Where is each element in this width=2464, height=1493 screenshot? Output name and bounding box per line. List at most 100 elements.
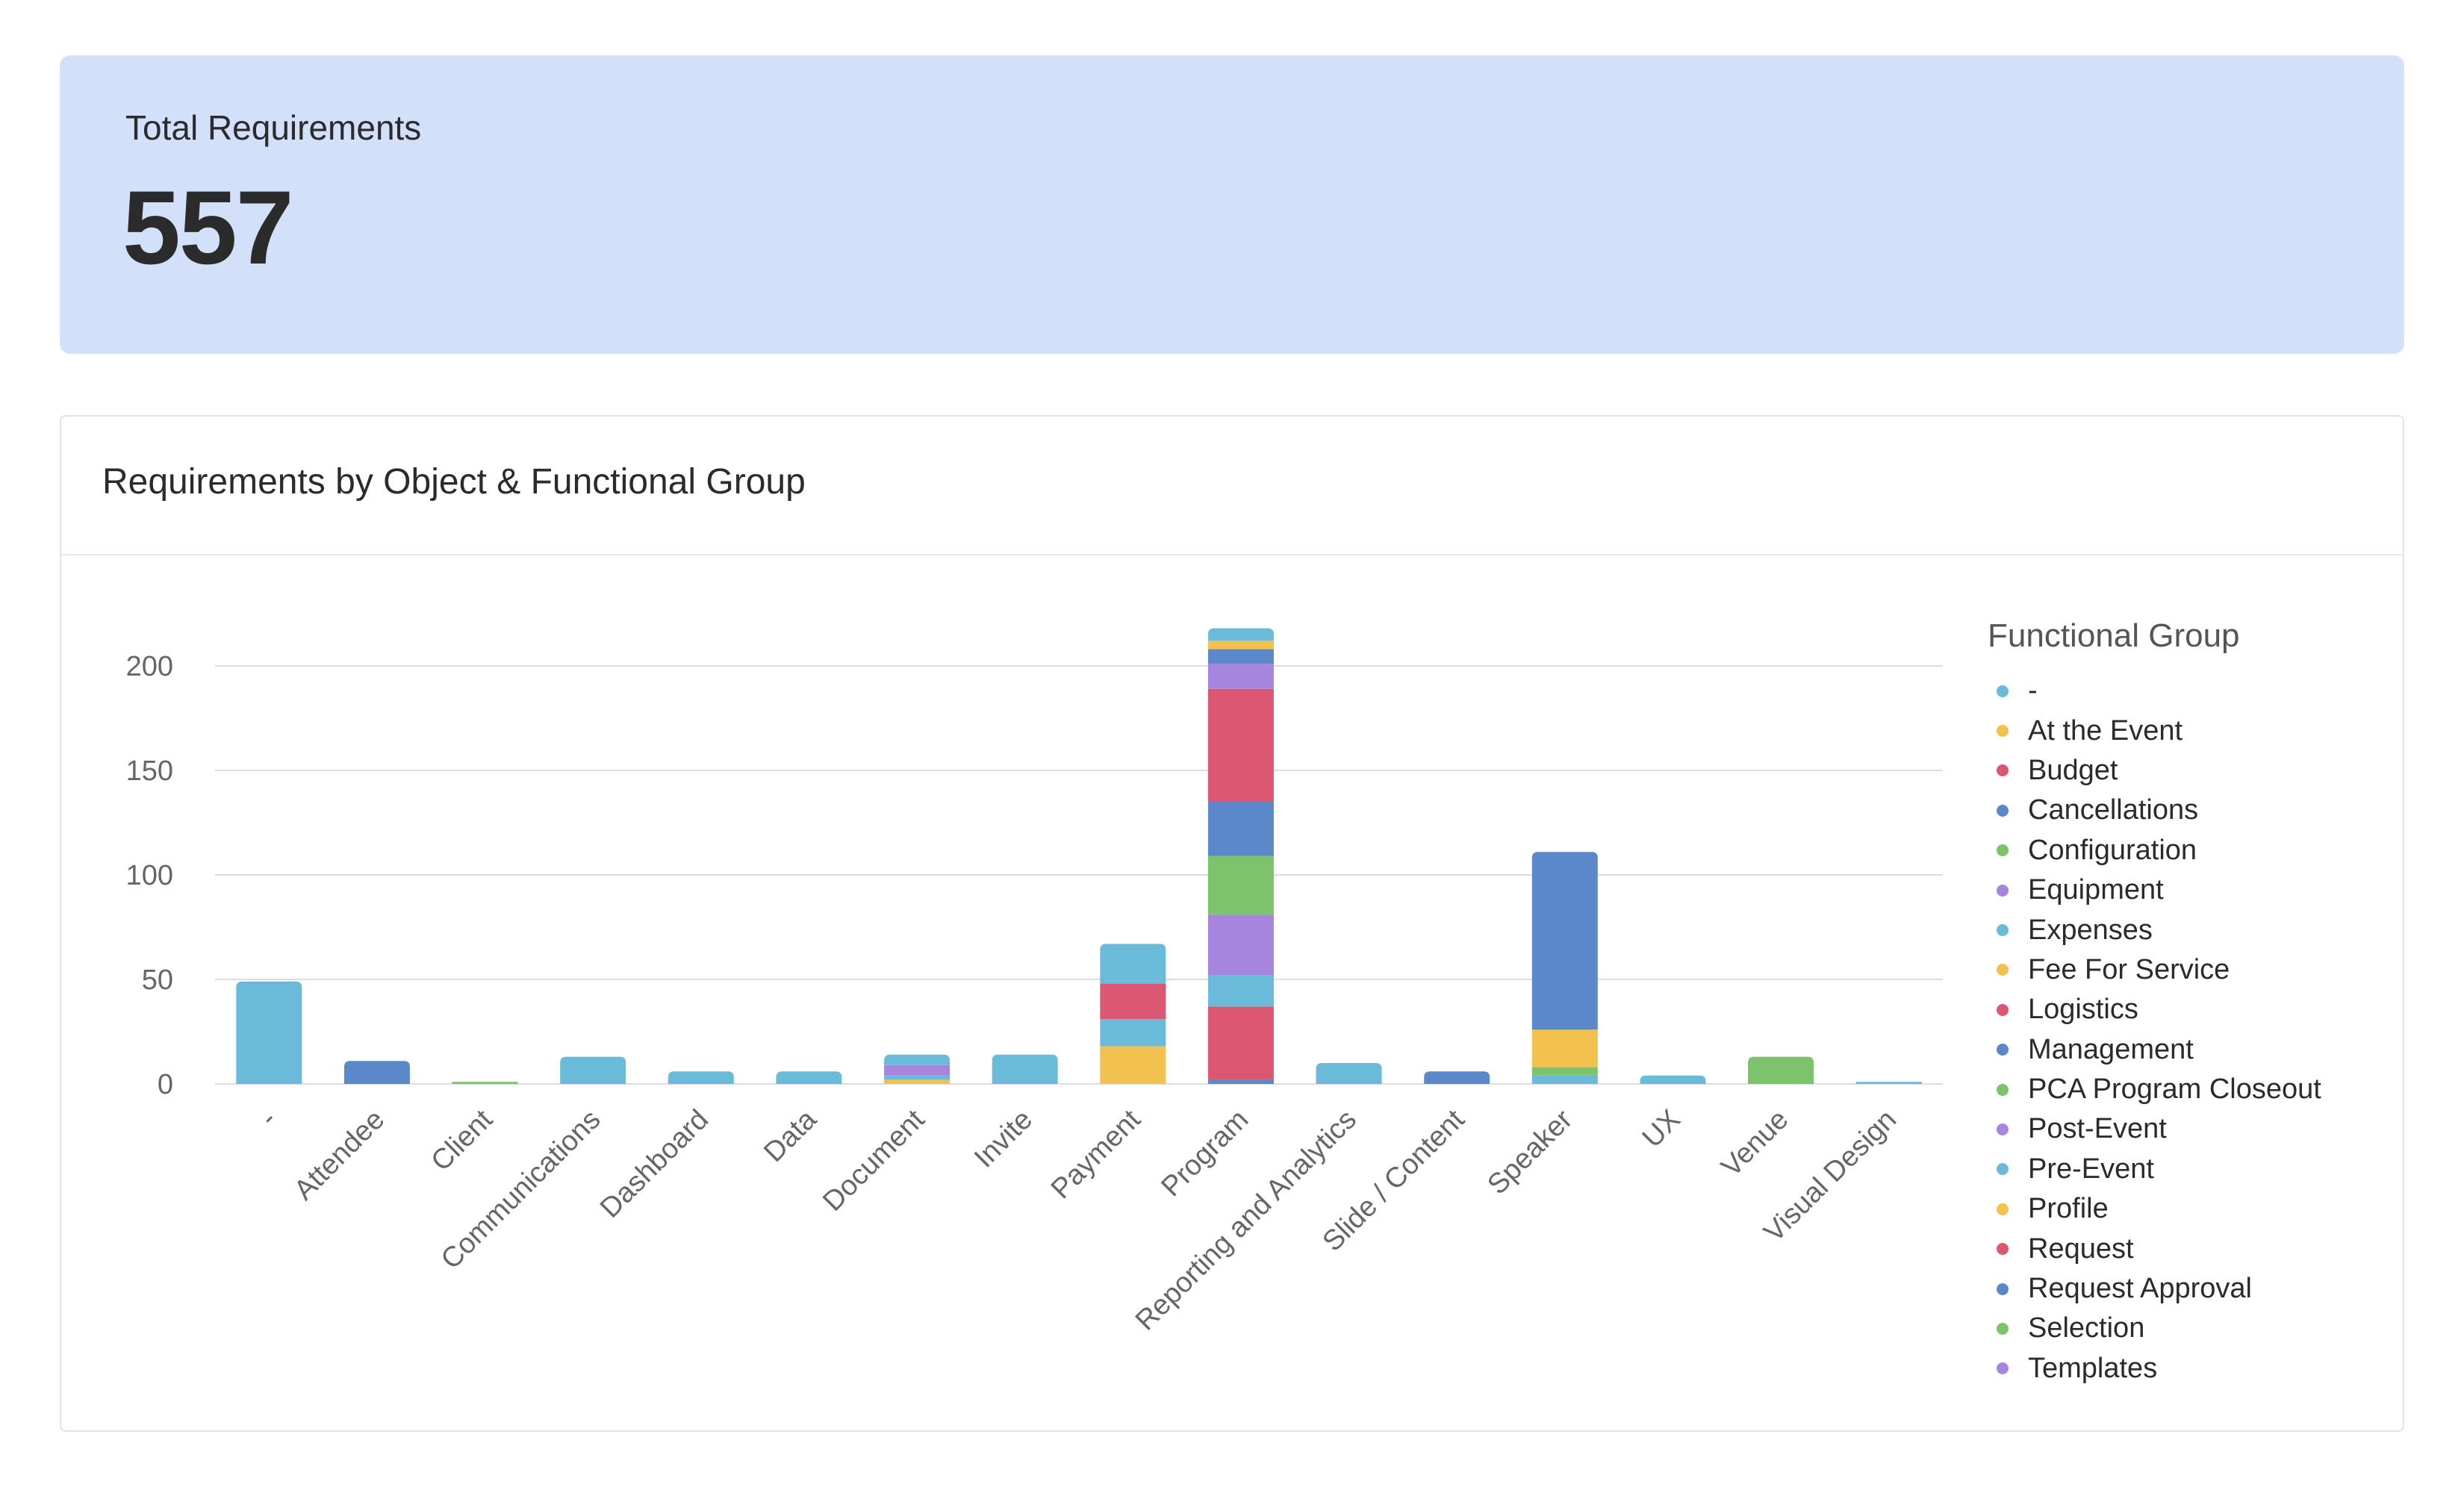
x-tick-label: Venue bbox=[1716, 1104, 1795, 1183]
legend-title: Functional Group bbox=[1988, 617, 2240, 654]
bar-segment bbox=[1100, 983, 1166, 1020]
x-tick-label: Invite bbox=[968, 1104, 1039, 1174]
legend-swatch bbox=[1997, 764, 2009, 777]
legend-swatch bbox=[1997, 685, 2009, 697]
bar-segment bbox=[1531, 1075, 1598, 1084]
requirements-chart-card: Requirements by Object & Functional Grou… bbox=[60, 415, 2404, 1432]
legend-label: Fee For Service bbox=[2028, 953, 2230, 985]
x-tick-label: Reporting and Analytics bbox=[1130, 1104, 1363, 1337]
legend-label: Logistics bbox=[2028, 994, 2138, 1026]
x-tick-label: UX bbox=[1637, 1104, 1687, 1154]
legend-label: Profile bbox=[2028, 1193, 2109, 1225]
legend-swatch bbox=[1997, 804, 2009, 817]
bar-segment bbox=[884, 1079, 951, 1084]
legend-swatch bbox=[1997, 1322, 2009, 1335]
x-tick-label: Data bbox=[758, 1103, 823, 1168]
y-tick-label: 150 bbox=[126, 755, 173, 787]
legend-swatch bbox=[1997, 1163, 2009, 1176]
bar-segment bbox=[776, 1071, 842, 1084]
legend-swatch bbox=[1997, 1044, 2009, 1056]
bar-segment bbox=[236, 981, 302, 1084]
bar-segment bbox=[1316, 1063, 1382, 1084]
legend-label: Cancellations bbox=[2028, 794, 2199, 826]
legend-item[interactable]: Request bbox=[1988, 1229, 2406, 1268]
bar-segment bbox=[1207, 1006, 1274, 1080]
legend-label: Management bbox=[2028, 1033, 2194, 1065]
x-tick-label: Payment bbox=[1045, 1103, 1147, 1205]
x-tick-label: - bbox=[254, 1104, 283, 1133]
bar-segment bbox=[1100, 1019, 1166, 1047]
bar-segment bbox=[1207, 802, 1274, 856]
bar-segment bbox=[1100, 944, 1166, 984]
legend-swatch bbox=[1997, 1362, 2009, 1375]
legend-item[interactable]: Templates bbox=[1988, 1349, 2406, 1388]
legend-swatch bbox=[1997, 1083, 2009, 1096]
legend-label: Request Approval bbox=[2028, 1273, 2252, 1305]
legend-item[interactable]: - bbox=[1988, 671, 2406, 711]
legend-item[interactable]: Fee For Service bbox=[1988, 950, 2406, 990]
bar-segment bbox=[1531, 1029, 1598, 1067]
legend-item[interactable]: Expenses bbox=[1988, 910, 2406, 950]
y-tick-label: 0 bbox=[158, 1069, 173, 1100]
legend-swatch bbox=[1997, 1203, 2009, 1215]
bar-segment bbox=[1207, 649, 1274, 664]
legend-item[interactable]: At the Event bbox=[1988, 711, 2406, 750]
legend-label: Request bbox=[2028, 1232, 2134, 1265]
legend-item[interactable]: Profile bbox=[1988, 1189, 2406, 1229]
bar-segment bbox=[1207, 640, 1274, 649]
bar-segment bbox=[1207, 688, 1274, 802]
chart-card-header: Requirements by Object & Functional Grou… bbox=[61, 417, 2403, 555]
legend-label: Post-Event bbox=[2028, 1113, 2167, 1145]
bar-segment bbox=[668, 1071, 734, 1084]
bar-segment bbox=[1207, 664, 1274, 689]
bar-segment bbox=[884, 1065, 951, 1076]
legend-label: Equipment bbox=[2028, 874, 2164, 906]
bar-segment bbox=[1748, 1056, 1814, 1084]
legend-item[interactable]: Selection bbox=[1988, 1309, 2406, 1348]
bar-segment bbox=[1855, 1082, 1922, 1084]
bar-segment bbox=[1207, 975, 1274, 1007]
legend-label: Expenses bbox=[2028, 914, 2153, 946]
bar-segment bbox=[452, 1082, 518, 1084]
legend-item[interactable]: PCA Program Closeout bbox=[1988, 1070, 2406, 1109]
legend-swatch bbox=[1997, 725, 2009, 738]
chart-legend: Functional Group - At the Event Budget Canc… bbox=[1988, 614, 2406, 1388]
y-tick-label: 100 bbox=[126, 860, 173, 891]
bar-segment bbox=[1207, 914, 1274, 976]
chart-title: Requirements by Object & Functional Grou… bbox=[102, 462, 806, 502]
legend-item[interactable]: Post-Event bbox=[1988, 1109, 2406, 1149]
legend-label: PCA Program Closeout bbox=[2028, 1073, 2321, 1106]
y-tick-label: 50 bbox=[142, 964, 173, 996]
legend-label: Templates bbox=[2028, 1352, 2158, 1384]
legend-item[interactable]: Management bbox=[1988, 1030, 2406, 1070]
kpi-value: 557 bbox=[122, 169, 294, 286]
total-requirements-card: Total Requirements 557 bbox=[60, 55, 2404, 354]
legend-items: - At the Event Budget Cancellations Configur… bbox=[1988, 671, 2406, 1388]
legend-item[interactable]: Request Approval bbox=[1988, 1269, 2406, 1309]
x-tick-label: Document bbox=[817, 1103, 930, 1217]
legend-item[interactable]: Configuration bbox=[1988, 831, 2406, 870]
legend-item[interactable]: Equipment bbox=[1988, 870, 2406, 910]
bar-segment bbox=[1207, 855, 1274, 915]
x-tick-label: Speaker bbox=[1481, 1103, 1578, 1200]
legend-swatch bbox=[1997, 1243, 2009, 1256]
legend-swatch bbox=[1997, 964, 2009, 976]
legend-item[interactable]: Logistics bbox=[1988, 990, 2406, 1029]
bar-segment bbox=[884, 1054, 951, 1065]
legend-item[interactable]: Pre-Event bbox=[1988, 1150, 2406, 1189]
x-tick-label: Program bbox=[1156, 1104, 1255, 1203]
bar-segment bbox=[560, 1056, 626, 1084]
bar-segment bbox=[1531, 852, 1598, 1030]
bar-segment bbox=[992, 1054, 1058, 1084]
legend-item[interactable]: Budget bbox=[1988, 751, 2406, 791]
bar-segment bbox=[343, 1061, 410, 1084]
bar-segment bbox=[1640, 1075, 1706, 1084]
bar-segment bbox=[884, 1075, 951, 1080]
legend-label: - bbox=[2028, 675, 2038, 707]
legend-swatch bbox=[1997, 844, 2009, 857]
x-tick-label: Client bbox=[426, 1103, 500, 1177]
bar-segment bbox=[1424, 1071, 1490, 1084]
legend-label: Selection bbox=[2028, 1312, 2145, 1344]
x-tick-label: Dashboard bbox=[594, 1104, 715, 1224]
legend-item[interactable]: Cancellations bbox=[1988, 791, 2406, 830]
